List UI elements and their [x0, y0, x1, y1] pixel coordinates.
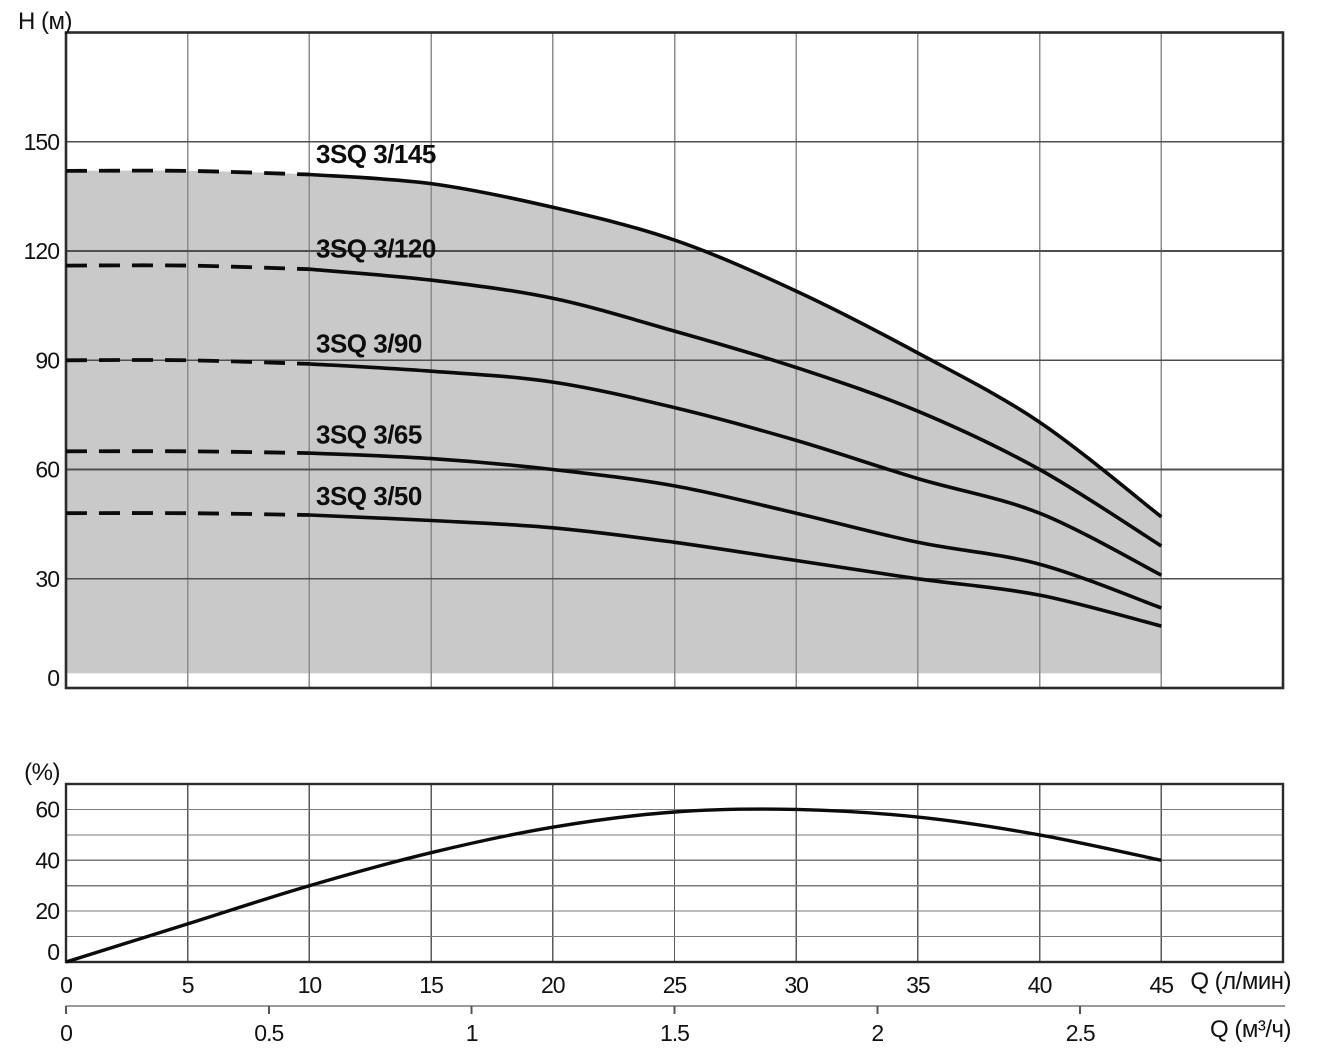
flow-axis-tick-label-m3h: 2.5 — [1066, 1020, 1095, 1046]
pump-curve — [309, 172, 1163, 519]
pump-curve — [309, 267, 1163, 548]
flow-axis-tick-label-lmin: 20 — [541, 972, 565, 998]
flow-axis-tick-label-lmin: 15 — [419, 972, 443, 998]
flow-axis-tick-label-m3h: 0 — [60, 1020, 72, 1046]
bottom-chart-border — [64, 782, 1285, 964]
flow-axis-tick-label-m3h: 2 — [871, 1020, 883, 1046]
pump-curve-dashed-segment — [65, 168, 310, 177]
pump-curve-dashed-segment — [65, 511, 310, 517]
flow-axis-tick-label-lmin: 45 — [1150, 972, 1174, 998]
flow-axis-tick-label-lmin: 35 — [906, 972, 930, 998]
efficiency-axis-tick-label: 60 — [35, 796, 59, 822]
pump-curve-label: 3SQ 3/65 — [316, 419, 422, 449]
pump-curve — [309, 513, 1162, 628]
flow-axis-tick-label-lmin: 10 — [298, 972, 322, 998]
operating-range-shaded-region — [66, 170, 1162, 674]
head-axis-tick-label: 60 — [35, 457, 59, 483]
generated-chart-layers: 3SQ 3/145 3SQ 3/120 3SQ 3/90 3SQ 3/65 3SQ 3/… — [24, 31, 1285, 1046]
flow-axis-unit-label-lmin: Q (л/мин) — [1190, 968, 1291, 995]
pump-curve-label: 3SQ 3/90 — [316, 328, 422, 358]
pump-curve-label: 3SQ 3/145 — [316, 139, 436, 169]
flow-axis-unit-label-m3h: Q (м³/ч) — [1210, 1016, 1291, 1043]
flow-axis-tick-label-lmin: 40 — [1028, 972, 1052, 998]
head-axis-unit-label: H (м) — [18, 8, 72, 35]
efficiency-axis-unit-label: (%) — [24, 759, 60, 786]
flow-axis-tick-label-lmin: 5 — [182, 972, 194, 998]
bottom-chart-grid — [66, 784, 1283, 962]
flow-axis-tick-label-lmin: 30 — [784, 972, 808, 998]
head-axis-tick-label: 30 — [35, 566, 59, 592]
flow-axis-tick-label-m3h: 0.5 — [254, 1020, 283, 1046]
efficiency-axis-tick-label: 20 — [35, 898, 59, 924]
pump-curve — [309, 451, 1162, 610]
pump-curve-dashed-segment — [65, 358, 310, 366]
flow-axis-tick-label-lmin: 25 — [663, 972, 687, 998]
head-axis-tick-label: 120 — [24, 238, 60, 264]
flow-axis-tick-label-m3h: 1.5 — [660, 1020, 689, 1046]
pump-curve-dashed-segment — [65, 449, 310, 455]
pump-curve-dashed-segment — [65, 263, 310, 272]
flow-axis-tick-label-m3h: 1 — [466, 1020, 478, 1046]
efficiency-axis-tick-label: 40 — [35, 847, 59, 873]
pump-curve-label: 3SQ 3/120 — [316, 234, 436, 264]
efficiency-axis-tick-label: 0 — [47, 939, 59, 965]
head-axis-tick-label: 0 — [47, 665, 59, 691]
pump-curve — [309, 362, 1163, 577]
efficiency-curve — [65, 807, 1162, 964]
head-axis-tick-label: 150 — [24, 129, 60, 155]
pump-curve-label: 3SQ 3/50 — [316, 481, 422, 511]
head-axis-tick-label: 90 — [35, 347, 59, 373]
flow-axis-tick-label-lmin: 0 — [60, 972, 72, 998]
